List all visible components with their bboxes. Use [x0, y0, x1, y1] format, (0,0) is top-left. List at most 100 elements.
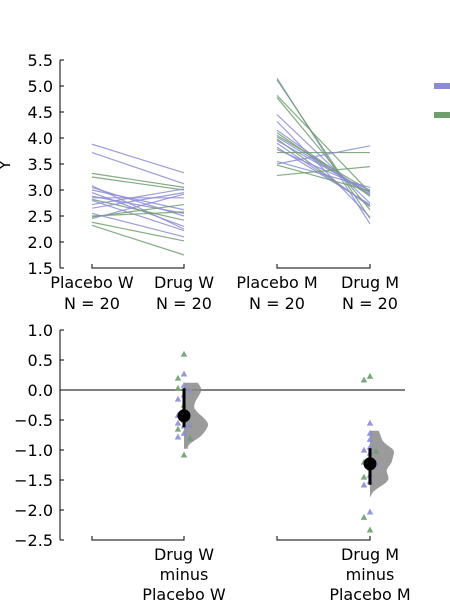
group-n-drug-w: N = 20: [156, 294, 212, 313]
paired-line: [276, 136, 371, 195]
bootstrap-density: [370, 430, 394, 497]
mean-difference-dot: [363, 457, 377, 471]
paired-line: [91, 224, 185, 256]
paired-line: [276, 94, 371, 194]
diff-label-m-line3: Placebo M: [329, 585, 410, 600]
paired-line: [91, 143, 185, 174]
paired-plot: 1.52.02.53.03.54.04.55.05.5 Y Placebo W …: [0, 51, 450, 313]
difference-point: [186, 421, 194, 428]
paired-line: [276, 132, 371, 197]
y-tick-label: 5.0: [28, 77, 53, 96]
paired-line: [276, 134, 371, 192]
difference-point: [366, 419, 374, 426]
group-bracket-m: [276, 264, 371, 269]
difference-point: [180, 350, 188, 357]
paired-y-ticks: 1.5 2.0 2.5 3.0 3.5 4.0 4.5 5.0 5.5: [28, 51, 64, 278]
difference-point: [174, 395, 182, 402]
difference-point: [174, 384, 182, 391]
paired-line: [91, 151, 185, 185]
pairs-men: [276, 77, 371, 225]
difference-point: [180, 429, 188, 436]
y-tick-label: 1.0: [28, 321, 53, 340]
paired-line: [276, 166, 371, 177]
group-label-placebo-w: Placebo W: [50, 273, 134, 292]
group-n-drug-m: N = 20: [342, 294, 398, 313]
difference-point: [366, 508, 374, 515]
group-label-drug-m: Drug M: [341, 273, 399, 292]
legend: [434, 83, 450, 118]
y-tick-label: 0.5: [28, 351, 53, 370]
difference-point: [174, 419, 182, 426]
difference-point: [186, 434, 194, 441]
difference-point: [360, 513, 368, 520]
y-tick-label: 3.5: [28, 155, 53, 174]
paired-line: [91, 176, 185, 191]
difference-point: [174, 374, 182, 381]
paired-line: [276, 145, 371, 165]
difference-point: [366, 526, 374, 533]
paired-line: [91, 212, 185, 238]
y-tick-label: 2.0: [28, 233, 53, 252]
difference-point: [366, 372, 374, 379]
diff-y-ticks: 1.0 0.5 0.0 −0.5 −1.0 −1.5 −2.0 −2.5: [14, 321, 64, 550]
difference-point: [372, 447, 380, 454]
difference-point: [174, 433, 182, 440]
difference-point: [180, 370, 188, 377]
diff-label-m-line2: minus: [346, 565, 395, 584]
paired-line: [276, 97, 371, 211]
paired-line: [276, 160, 371, 188]
y-tick-label: 1.5: [28, 259, 53, 278]
paired-line: [91, 188, 185, 206]
y-tick-label: −2.5: [14, 531, 53, 550]
group-bracket-w: [91, 264, 185, 269]
y-tick-label: −0.5: [14, 411, 53, 430]
group-label-placebo-m: Placebo M: [236, 273, 317, 292]
group-n-placebo-m: N = 20: [249, 294, 305, 313]
paired-line: [91, 193, 185, 220]
pairs-women: [91, 143, 185, 256]
y-tick-label: 4.5: [28, 103, 53, 122]
difference-point: [180, 451, 188, 458]
paired-line: [91, 195, 185, 214]
paired-line: [276, 164, 371, 192]
difference-point: [180, 381, 188, 388]
y-tick-label: 0.0: [28, 381, 53, 400]
y-tick-label: 4.0: [28, 129, 53, 148]
bootstrap-density: [184, 382, 208, 449]
diff-label-w-line2: minus: [160, 565, 209, 584]
diff-bracket-m: [276, 536, 371, 541]
paired-line: [276, 146, 371, 206]
y-tick-label: −1.0: [14, 441, 53, 460]
group-n-placebo-w: N = 20: [64, 294, 120, 313]
y-tick-label: 2.5: [28, 207, 53, 226]
mean-difference-dot: [177, 409, 191, 423]
difference-point: [366, 435, 374, 442]
difference-point: [360, 376, 368, 383]
difference-point: [366, 443, 374, 450]
difference-point: [360, 481, 368, 488]
diff-label-w-line1: Drug W: [154, 545, 214, 564]
diff-label-m-line1: Drug M: [341, 545, 399, 564]
paired-line: [276, 114, 371, 204]
y-tick-label: −1.5: [14, 471, 53, 490]
diff-bracket-w: [91, 536, 185, 541]
group-label-drug-w: Drug W: [154, 273, 214, 292]
difference-point: [360, 446, 368, 453]
y-tick-label: 3.0: [28, 181, 53, 200]
difference-point: [360, 473, 368, 480]
y-tick-label: 5.5: [28, 51, 53, 70]
difference-point: [366, 429, 374, 436]
paired-line: [91, 221, 185, 242]
diff-label-w-line3: Placebo W: [142, 585, 226, 600]
difference-plot: 1.0 0.5 0.0 −0.5 −1.0 −1.5 −2.0 −2.5 Drug W min…: [14, 321, 411, 600]
diff-group-w: [174, 350, 208, 458]
paired-line: [91, 192, 185, 209]
y-tick-label: −2.0: [14, 501, 53, 520]
paired-line: [276, 140, 371, 194]
diff-group-m: [360, 372, 394, 533]
difference-point: [174, 425, 182, 432]
paired-y-label: Y: [0, 160, 14, 171]
paired-line: [91, 172, 185, 188]
paired-line: [91, 186, 185, 217]
